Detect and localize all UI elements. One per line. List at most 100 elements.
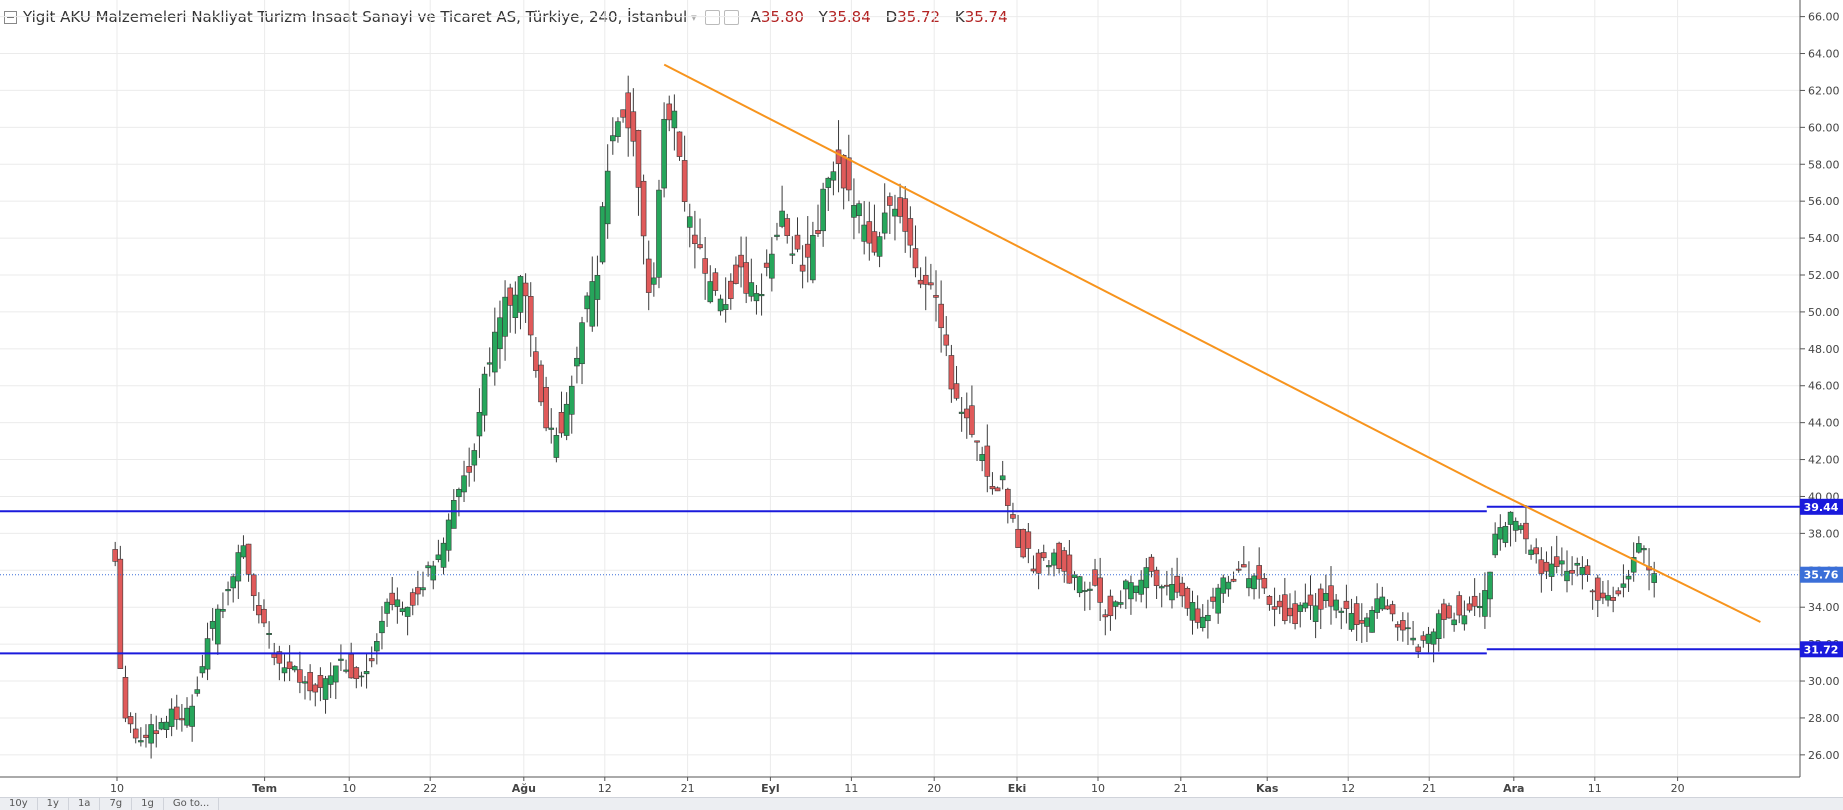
candle-body — [461, 475, 467, 493]
candle-body — [579, 322, 585, 365]
candles — [112, 75, 1657, 759]
candle-body — [1559, 560, 1565, 565]
candle-body — [1261, 578, 1268, 589]
candle-body — [363, 671, 370, 675]
candle-body — [317, 675, 324, 688]
candle-body — [1092, 569, 1098, 586]
candle-body — [471, 450, 478, 466]
price-tick-label: 28.00 — [1808, 712, 1840, 725]
candle-body — [610, 135, 616, 142]
candle-body — [1415, 646, 1422, 652]
range-10y[interactable]: 10y — [0, 798, 38, 810]
candle-body — [184, 707, 190, 726]
candle-body — [538, 364, 544, 403]
price-tick-label: 46.00 — [1808, 380, 1840, 393]
range-1g[interactable]: 1g — [132, 798, 164, 810]
candle-body — [220, 609, 226, 612]
candle-body — [907, 218, 914, 246]
candle-body — [158, 721, 165, 730]
candle-body — [799, 264, 806, 272]
candle-body — [1379, 596, 1386, 610]
candle-body — [358, 675, 365, 678]
candle-body — [661, 118, 667, 189]
candle-body — [651, 277, 657, 285]
candle-body — [1256, 565, 1262, 580]
candle-body — [979, 454, 985, 461]
range-1a[interactable]: 1a — [69, 798, 101, 810]
candle-body — [676, 131, 683, 157]
candle-body — [917, 279, 924, 285]
candle-body — [892, 208, 898, 217]
candle-body — [343, 669, 349, 672]
bottom-toolbar: 10y 1y 1a 7g 1g Go to... — [0, 797, 1843, 810]
candle-body — [1364, 617, 1370, 627]
candle-body — [794, 234, 801, 250]
candle-body — [686, 216, 693, 228]
level-price-label: 31.72 — [1804, 643, 1839, 656]
candle-body — [1143, 567, 1150, 589]
candle-body — [1394, 624, 1401, 628]
candle-body — [1456, 595, 1463, 616]
candle-body — [1230, 578, 1237, 582]
candle-body — [645, 258, 652, 293]
candle-body — [374, 641, 380, 652]
current-price-tag — [1800, 566, 1843, 583]
candle-body — [1466, 603, 1473, 611]
candle-body — [1199, 616, 1206, 628]
range-7g[interactable]: 7g — [100, 798, 133, 810]
candle-body — [1636, 543, 1642, 553]
candle-body — [1328, 585, 1334, 607]
candle-body — [789, 253, 796, 256]
candle-body — [502, 296, 508, 337]
candle-body — [671, 110, 678, 129]
time-tick-label: Eki — [1008, 782, 1027, 795]
candle-body — [1471, 595, 1478, 607]
candle-body — [1020, 528, 1027, 558]
candle-body — [138, 740, 144, 743]
candle-body — [835, 149, 842, 164]
candle-body — [1333, 599, 1339, 611]
candle-body — [368, 658, 375, 662]
candle-body — [866, 221, 873, 244]
candle-body — [522, 282, 529, 297]
candle-body — [384, 601, 390, 614]
candle-body — [456, 489, 462, 498]
candle-body — [235, 552, 242, 582]
candle-body — [199, 666, 206, 674]
candle-body — [548, 427, 555, 430]
candle-body — [1594, 577, 1601, 601]
candle-body — [1015, 528, 1021, 548]
candle-body — [348, 654, 354, 679]
range-1y[interactable]: 1y — [38, 798, 69, 810]
candle-body — [1487, 571, 1493, 600]
candle-body — [481, 373, 488, 416]
trend-line — [663, 63, 1488, 489]
candle-body — [1620, 583, 1627, 588]
candle-body — [127, 716, 134, 725]
go-to-button[interactable]: Go to... — [164, 798, 220, 810]
candle-body — [681, 160, 688, 202]
candle-body — [722, 304, 729, 310]
candle-body — [1492, 533, 1498, 556]
candle-body — [307, 672, 313, 692]
candle-body — [1189, 602, 1196, 621]
time-tick-label: 20 — [927, 782, 941, 795]
candle-body — [512, 294, 519, 318]
candle-body — [943, 334, 950, 346]
time-tick-label: 21 — [1174, 782, 1188, 795]
candle-body — [543, 386, 549, 429]
candle-body — [953, 383, 960, 399]
price-tick-label: 48.00 — [1808, 343, 1840, 356]
candle-body — [1225, 581, 1232, 590]
candle-body — [733, 264, 739, 284]
candle-body — [1400, 620, 1406, 631]
candle-body — [450, 500, 457, 529]
candle-body — [743, 262, 749, 294]
candle-body — [1518, 525, 1524, 530]
candle-body — [702, 258, 708, 274]
trend-line — [1486, 486, 1761, 623]
candle-body — [209, 620, 216, 629]
candle-body — [1512, 520, 1519, 531]
candle-body — [389, 592, 396, 605]
